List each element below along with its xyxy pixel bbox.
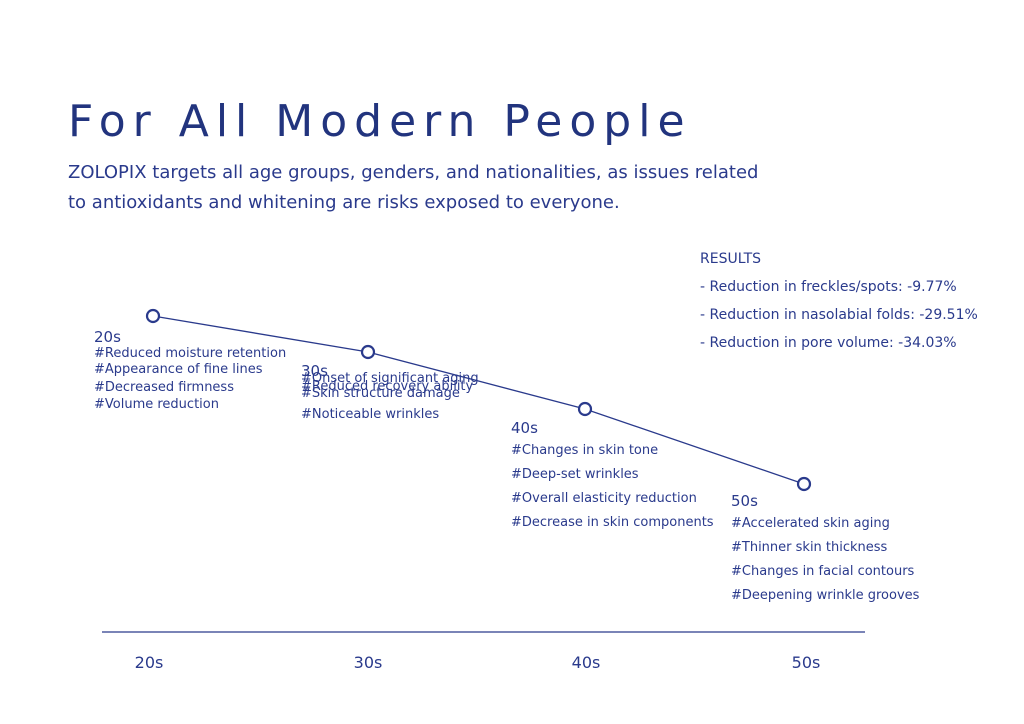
symptom-tag: #Appearance of fine lines bbox=[94, 362, 263, 377]
age-group-40s: 40s #Changes in skin tone #Deep-set wrin… bbox=[511, 419, 714, 535]
age-label: 50s bbox=[731, 492, 758, 510]
axis-label-40s: 40s bbox=[572, 653, 601, 672]
result-item: - Reduction in nasolabial folds: -29.51% bbox=[700, 307, 978, 323]
age-label: 30s bbox=[301, 362, 328, 380]
symptom-tag: #Deep-set wrinkles bbox=[511, 467, 639, 482]
symptom-tag: #Decreased firmness bbox=[94, 380, 234, 395]
results-heading: RESULTS bbox=[700, 251, 762, 267]
symptom-tag: #Overall elasticity reduction bbox=[511, 491, 697, 506]
symptom-tag: #Reduced moisture retention bbox=[94, 346, 287, 361]
age-group-30s: 30s #Onset of significant aging #Reduced… bbox=[301, 362, 541, 432]
result-item: - Reduction in pore volume: -34.03% bbox=[700, 335, 957, 351]
page-subtitle: ZOLOPIX targets all age groups, genders,… bbox=[68, 162, 759, 213]
timeline-node-20s bbox=[145, 308, 161, 324]
symptom-tag: #Decrease in skin components bbox=[511, 515, 714, 530]
symptom-tag: #Thinner skin thickness bbox=[731, 540, 888, 555]
symptom-tag: #Skin structure damage bbox=[301, 386, 460, 401]
symptom-tag: #Reduced recovery ability bbox=[301, 379, 474, 394]
trend-line bbox=[152, 315, 805, 485]
symptom-tag: #Noticeable wrinkles bbox=[301, 407, 440, 422]
timeline-node-50s bbox=[796, 476, 812, 492]
age-label: 20s bbox=[94, 328, 121, 346]
symptom-tag: #Volume reduction bbox=[94, 397, 219, 412]
symptom-tag: #Deepening wrinkle grooves bbox=[731, 588, 920, 603]
result-item: - Reduction in freckles/spots: -9.77% bbox=[700, 279, 957, 295]
page-title: For All Modern People bbox=[68, 96, 692, 147]
symptom-tag: #Accelerated skin aging bbox=[731, 516, 890, 531]
timeline-node-30s bbox=[360, 344, 376, 360]
axis-label-50s: 50s bbox=[792, 653, 821, 672]
timeline-node-40s bbox=[577, 401, 593, 417]
symptom-tag: #Changes in facial contours bbox=[731, 564, 915, 579]
age-group-50s: 50s #Accelerated skin aging #Thinner ski… bbox=[731, 492, 919, 608]
axis-label-30s: 30s bbox=[354, 653, 383, 672]
results-panel: RESULTS - Reduction in freckles/spots: -… bbox=[700, 249, 978, 361]
axis-label-20s: 20s bbox=[135, 653, 164, 672]
symptom-tag: #Changes in skin tone bbox=[511, 443, 659, 458]
age-group-20s: 20s #Reduced moisture retention #Appeara… bbox=[94, 328, 286, 413]
symptom-tag: #Onset of significant aging bbox=[301, 371, 479, 386]
age-label: 40s bbox=[511, 419, 538, 437]
